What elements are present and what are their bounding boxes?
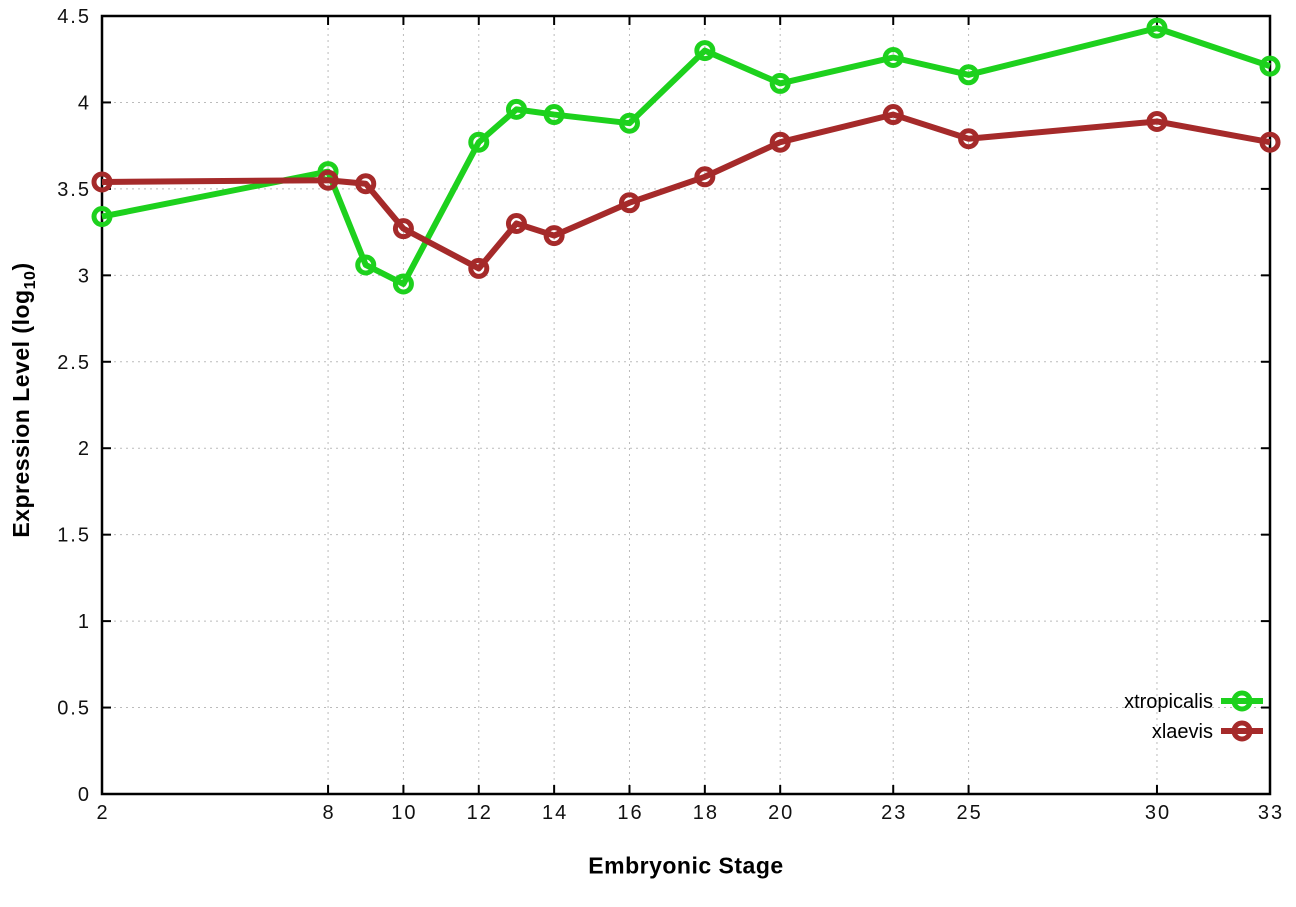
data-point-xlaevis [317,169,339,191]
data-point-xtropicalis [769,72,791,94]
data-point-xlaevis [91,171,113,193]
x-tick-label: 30 [1145,802,1171,824]
data-point-xlaevis [392,218,414,240]
data-point-xtropicalis [355,254,377,276]
legend-marker-xlaevis [1231,720,1253,742]
data-point-xtropicalis [392,273,414,295]
x-tick-label: 16 [617,802,643,824]
data-point-xtropicalis [1146,17,1168,39]
x-tick-label: 33 [1258,802,1284,824]
y-tick-label: 2 [78,438,91,460]
plot-border [100,14,1272,796]
data-point-xtropicalis [91,206,113,228]
y-axis-title-subscript: 10 [20,270,39,290]
x-tick-label: 2 [96,802,109,824]
x-tick-label: 14 [542,802,568,824]
series-line-xlaevis [101,111,1271,272]
data-point-xlaevis [958,128,980,150]
data-point-xlaevis [618,192,640,214]
x-tick-label: 10 [391,802,417,824]
data-point-xlaevis [694,166,716,188]
y-tick-label: 1 [78,611,91,633]
data-point-xlaevis [505,212,527,234]
y-tick-label: 4 [78,92,91,114]
legend-label-xlaevis: xlaevis [1152,721,1213,743]
series-line-xtropicalis [101,25,1271,287]
data-point-xtropicalis [505,98,527,120]
data-point-xlaevis [468,257,490,279]
y-axis-title: Expression Level (log10) [8,262,40,537]
data-point-xtropicalis [694,40,716,62]
data-point-xtropicalis [543,104,565,126]
x-tick-label: 18 [693,802,719,824]
legend-label-xtropicalis: xtropicalis [1124,691,1213,713]
x-tick-label: 20 [768,802,794,824]
data-point-xtropicalis [468,131,490,153]
x-tick-label: 8 [323,802,336,824]
x-tick-label: 12 [467,802,493,824]
y-tick-label: 0 [78,784,91,806]
y-tick-label: 2.5 [57,352,91,374]
x-tick-label: 23 [881,802,907,824]
data-point-xlaevis [769,131,791,153]
data-point-xlaevis [1146,110,1168,132]
y-axis-title-close: ) [8,262,35,271]
data-point-xtropicalis [1259,55,1281,77]
data-point-xtropicalis [958,64,980,86]
y-tick-label: 3.5 [57,179,91,201]
data-point-xtropicalis [882,46,904,68]
y-tick-label: 0.5 [57,698,91,720]
data-point-xlaevis [543,225,565,247]
y-axis-title-text: Expression Level (log [8,289,35,538]
data-point-xlaevis [1259,131,1281,153]
x-tick-label: 25 [956,802,982,824]
y-tick-label: 1.5 [57,525,91,547]
data-point-xlaevis [882,104,904,126]
legend-marker-xtropicalis [1231,690,1253,712]
x-axis-title: Embryonic Stage [588,852,784,879]
y-tick-label: 3 [78,265,91,287]
data-point-xlaevis [355,173,377,195]
y-tick-label: 4.5 [57,6,91,28]
data-point-xtropicalis [618,112,640,134]
